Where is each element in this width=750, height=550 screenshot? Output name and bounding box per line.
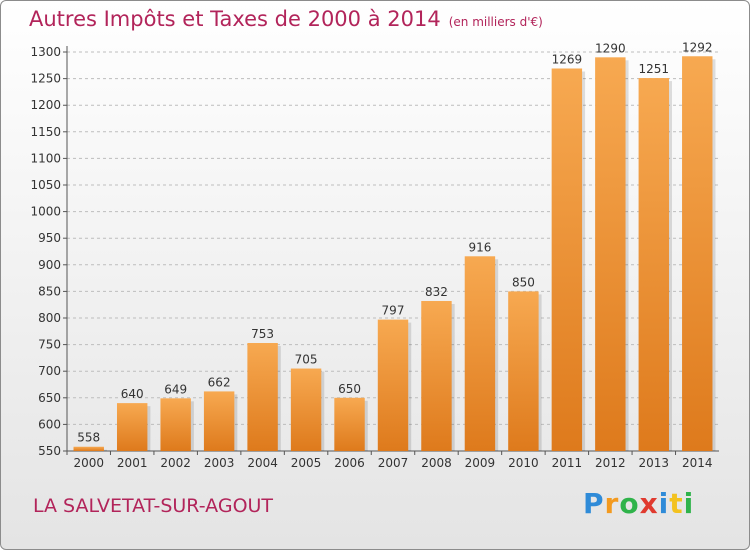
bar-2014	[682, 56, 713, 451]
data-label: 916	[468, 240, 491, 254]
data-label: 1292	[682, 40, 713, 54]
y-tick-label: 1250	[30, 72, 61, 86]
bar-2013	[638, 78, 670, 452]
data-label: 640	[121, 387, 144, 401]
data-label: 649	[164, 382, 187, 396]
x-tick-label: 2006	[334, 456, 365, 470]
x-tick-label: 2012	[595, 456, 626, 470]
y-tick-label: 1200	[30, 98, 61, 112]
x-tick-label: 2003	[204, 456, 235, 470]
proxiti-logo: Proxiti	[583, 487, 695, 520]
x-tick-label: 2001	[117, 456, 148, 470]
data-label: 797	[382, 304, 405, 318]
y-tick-label: 1050	[30, 178, 61, 192]
data-label: 1251	[639, 62, 670, 76]
y-tick-label: 1100	[30, 151, 61, 165]
chart-title-text: Autres Impôts et Taxes de 2000 à 2014	[29, 7, 441, 31]
y-tick-label: 900	[38, 258, 61, 272]
chart-title: Autres Impôts et Taxes de 2000 à 2014 (en…	[29, 7, 543, 31]
y-tick-label: 1150	[30, 125, 61, 139]
data-label: 558	[77, 431, 100, 445]
data-label: 850	[512, 275, 535, 289]
bar-2005	[290, 368, 322, 451]
x-tick-label: 2008	[421, 456, 452, 470]
x-tick-label: 2000	[73, 456, 104, 470]
data-label: 662	[208, 375, 231, 389]
x-tick-label: 2004	[247, 456, 278, 470]
y-tick-label: 550	[38, 444, 61, 458]
y-tick-label: 650	[38, 391, 61, 405]
x-tick-label: 2002	[160, 456, 191, 470]
bar-2003	[203, 391, 235, 451]
y-tick-label: 800	[38, 311, 61, 325]
x-tick-label: 2005	[291, 456, 322, 470]
y-tick-label: 1000	[30, 205, 61, 219]
y-tick-label: 700	[38, 364, 61, 378]
bar-2010	[508, 291, 539, 451]
data-label: 832	[425, 285, 448, 299]
data-label: 705	[295, 353, 318, 367]
bar-2008	[421, 300, 452, 451]
bar-2000	[73, 446, 104, 451]
bar-2004	[247, 343, 278, 451]
bar-2001	[116, 403, 148, 451]
bar-2002	[160, 398, 191, 451]
bar-2007	[377, 319, 409, 451]
x-tick-label: 2007	[378, 456, 409, 470]
data-label: 1269	[552, 52, 583, 66]
y-tick-label: 850	[38, 284, 61, 298]
bar-2009	[464, 256, 496, 451]
y-tick-label: 750	[38, 338, 61, 352]
y-tick-label: 1300	[30, 45, 61, 59]
y-tick-label: 950	[38, 231, 61, 245]
y-tick-label: 600	[38, 417, 61, 431]
data-label: 650	[338, 382, 361, 396]
bar-2006	[334, 397, 365, 451]
x-tick-label: 2009	[465, 456, 496, 470]
bar-2012	[595, 57, 626, 451]
chart-unit: (en milliers d'€)	[448, 15, 543, 29]
x-tick-label: 2011	[552, 456, 583, 470]
data-label: 753	[251, 327, 274, 341]
x-tick-label: 2013	[639, 456, 670, 470]
x-tick-label: 2010	[508, 456, 539, 470]
bar-2011	[551, 68, 583, 451]
commune-name: LA SALVETAT-SUR-AGOUT	[33, 495, 274, 517]
data-label: 1290	[595, 41, 626, 55]
x-tick-label: 2014	[682, 456, 713, 470]
